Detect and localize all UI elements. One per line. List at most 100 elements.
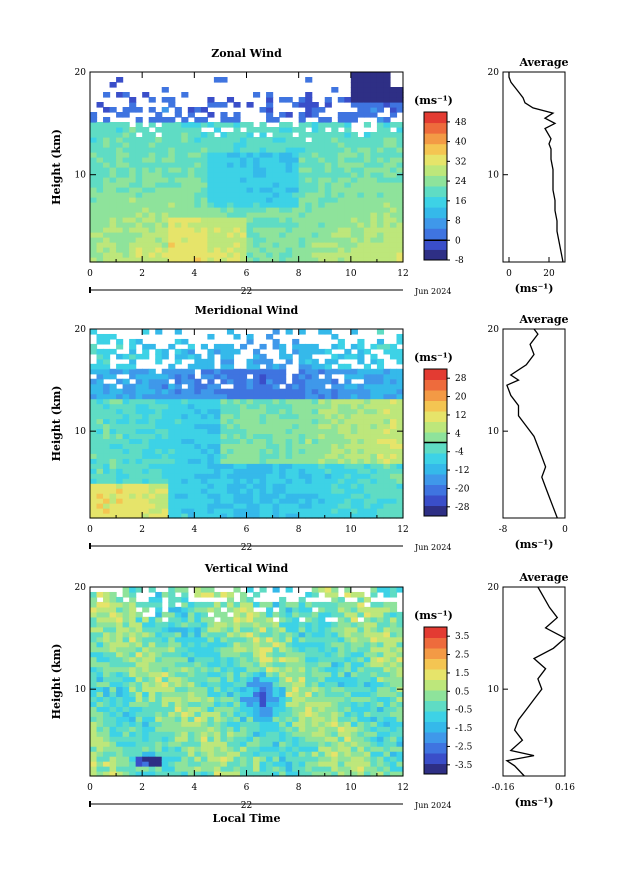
heatmap-cell xyxy=(246,247,254,253)
heatmap-cell xyxy=(181,378,189,385)
heatmap-cell xyxy=(389,107,398,113)
heatmap-cell xyxy=(318,378,326,385)
colorbar-label: -8 xyxy=(455,256,464,266)
heatmap-cell xyxy=(344,383,352,390)
heatmap-cell xyxy=(161,756,169,762)
heatmap-cell xyxy=(279,651,287,658)
heatmap-cell xyxy=(311,142,319,148)
heatmap-cell xyxy=(233,157,241,163)
average-x-unit: (ms⁻¹) xyxy=(515,538,554,551)
heatmap-cell xyxy=(337,132,345,138)
heatmap-cell xyxy=(311,227,319,233)
heatmap-cell xyxy=(279,488,287,494)
heatmap-cell xyxy=(142,182,150,188)
heatmap-cell xyxy=(187,237,195,243)
heatmap-cell xyxy=(168,746,176,752)
heatmap-cell xyxy=(298,458,306,464)
heatmap-cell xyxy=(272,207,280,213)
heatmap-cell xyxy=(181,217,189,223)
heatmap-cell xyxy=(396,503,404,509)
heatmap-cell xyxy=(194,746,202,752)
heatmap-cell xyxy=(161,641,169,648)
heatmap-cell xyxy=(116,666,124,673)
heatmap-cell xyxy=(135,147,143,153)
heatmap-cell xyxy=(194,488,202,494)
heatmap-cell xyxy=(174,666,182,673)
heatmap-cell xyxy=(213,626,222,633)
heatmap-cell xyxy=(298,596,306,603)
heatmap-cell xyxy=(233,227,241,233)
heatmap-cell xyxy=(266,182,274,188)
heatmap-cell xyxy=(383,222,391,228)
heatmap-cell xyxy=(272,611,280,618)
heatmap-cell xyxy=(272,751,280,757)
heatmap-cell xyxy=(337,706,345,712)
heatmap-cell xyxy=(129,132,137,138)
heatmap-cell xyxy=(266,358,274,365)
heatmap-cell xyxy=(155,701,163,707)
heatmap-cell xyxy=(96,142,104,148)
heatmap-cell xyxy=(174,147,182,153)
average-x-label: 20 xyxy=(543,269,555,279)
heatmap-cell xyxy=(174,731,182,737)
heatmap-cell xyxy=(207,142,215,148)
heatmap-cell xyxy=(226,606,235,613)
heatmap-cell xyxy=(389,493,398,499)
heatmap-cell xyxy=(200,636,208,643)
heatmap-cell xyxy=(96,388,104,395)
heatmap-cell xyxy=(376,691,385,698)
heatmap-cell xyxy=(122,746,130,752)
heatmap-cell xyxy=(155,247,163,253)
heatmap-cell xyxy=(109,202,117,208)
heatmap-cell xyxy=(96,751,104,757)
heatmap-cell xyxy=(187,423,195,430)
heatmap-cell xyxy=(363,513,371,519)
heatmap-cell xyxy=(266,373,274,380)
heatmap-cell xyxy=(103,756,111,762)
heatmap-cell xyxy=(311,483,319,489)
heatmap-cell xyxy=(129,247,137,253)
heatmap-cell xyxy=(90,142,98,148)
heatmap-cell xyxy=(337,112,345,118)
heatmap-cell xyxy=(90,611,98,618)
heatmap-cell xyxy=(253,252,261,258)
heatmap-cell xyxy=(298,97,306,103)
heatmap-cell xyxy=(168,696,176,702)
heatmap-cell xyxy=(363,207,371,213)
heatmap-cell xyxy=(266,242,274,248)
heatmap-cell xyxy=(305,651,313,658)
heatmap-cell xyxy=(344,606,352,613)
heatmap-cell xyxy=(350,423,358,430)
heatmap-cell xyxy=(363,202,371,208)
heatmap-cell xyxy=(207,122,215,128)
heatmap-cell xyxy=(389,498,398,504)
heatmap-cell xyxy=(363,483,371,489)
heatmap-cell xyxy=(305,102,313,108)
heatmap-cell xyxy=(246,368,254,375)
heatmap-cell xyxy=(266,433,274,440)
heatmap-cell xyxy=(103,591,111,598)
heatmap-cell xyxy=(220,443,228,449)
heatmap-cell xyxy=(318,157,326,163)
heatmap-cell xyxy=(350,187,358,193)
heatmap-cell xyxy=(233,132,241,138)
heatmap-cell xyxy=(305,453,313,459)
heatmap-cell xyxy=(142,463,150,469)
heatmap-cell xyxy=(370,92,378,98)
heatmap-cell xyxy=(155,488,163,494)
heatmap-cell xyxy=(383,182,391,188)
heatmap-cell xyxy=(181,408,189,415)
heatmap-cell xyxy=(337,751,345,757)
heatmap-cell xyxy=(116,398,124,405)
heatmap-cell xyxy=(298,761,306,767)
heatmap-cell xyxy=(194,641,202,648)
heatmap-cell xyxy=(305,746,313,752)
heatmap-cell xyxy=(142,711,150,717)
heatmap-cell xyxy=(350,656,358,663)
heatmap-cell xyxy=(200,433,208,440)
heatmap-cell xyxy=(226,731,235,737)
heatmap-cell xyxy=(318,463,326,469)
heatmap-cell xyxy=(161,107,169,113)
heatmap-cell xyxy=(148,197,156,203)
heatmap-cell xyxy=(239,626,248,633)
